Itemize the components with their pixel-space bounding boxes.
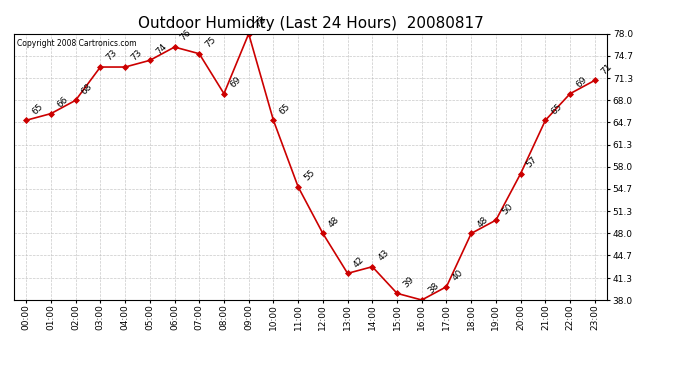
Text: 74: 74 (154, 42, 168, 56)
Text: 71: 71 (599, 62, 613, 76)
Text: 39: 39 (401, 274, 415, 289)
Text: 76: 76 (179, 28, 193, 43)
Text: 42: 42 (352, 255, 366, 269)
Text: 69: 69 (574, 75, 589, 90)
Text: 68: 68 (80, 82, 95, 96)
Text: 50: 50 (500, 201, 515, 216)
Text: 38: 38 (426, 281, 440, 296)
Text: 65: 65 (30, 102, 45, 116)
Text: 75: 75 (204, 35, 218, 50)
Text: 78: 78 (253, 15, 267, 30)
Title: Outdoor Humidity (Last 24 Hours)  20080817: Outdoor Humidity (Last 24 Hours) 2008081… (137, 16, 484, 31)
Text: 48: 48 (327, 215, 342, 229)
Text: 43: 43 (377, 248, 391, 262)
Text: 66: 66 (55, 95, 70, 110)
Text: 40: 40 (451, 268, 465, 282)
Text: 73: 73 (104, 48, 119, 63)
Text: 69: 69 (228, 75, 243, 90)
Text: 65: 65 (549, 102, 564, 116)
Text: 48: 48 (475, 215, 490, 229)
Text: Copyright 2008 Cartronics.com: Copyright 2008 Cartronics.com (17, 39, 136, 48)
Text: 73: 73 (129, 48, 144, 63)
Text: 65: 65 (277, 102, 292, 116)
Text: 57: 57 (525, 155, 540, 170)
Text: 55: 55 (302, 168, 317, 183)
